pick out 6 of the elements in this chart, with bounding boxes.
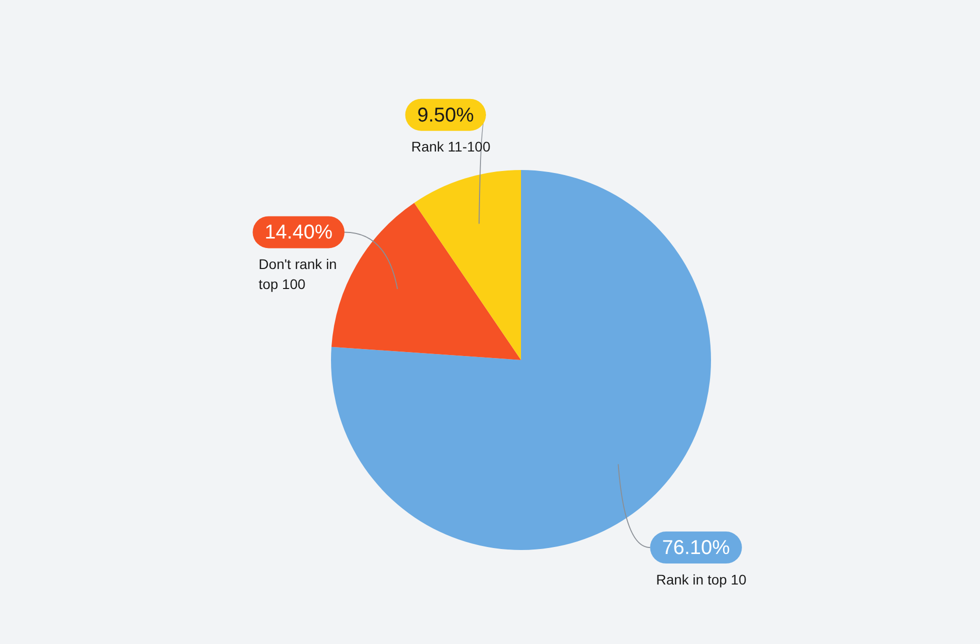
slice-label: Rank in top 10 — [656, 571, 747, 588]
slice-label: Rank 11-100 — [411, 138, 491, 155]
data-label: 76.10% — [662, 537, 730, 560]
data-label: 9.50% — [417, 104, 474, 126]
slice-label: Don't rank in top 100 — [258, 256, 337, 292]
data-label: 14.40% — [264, 222, 333, 244]
